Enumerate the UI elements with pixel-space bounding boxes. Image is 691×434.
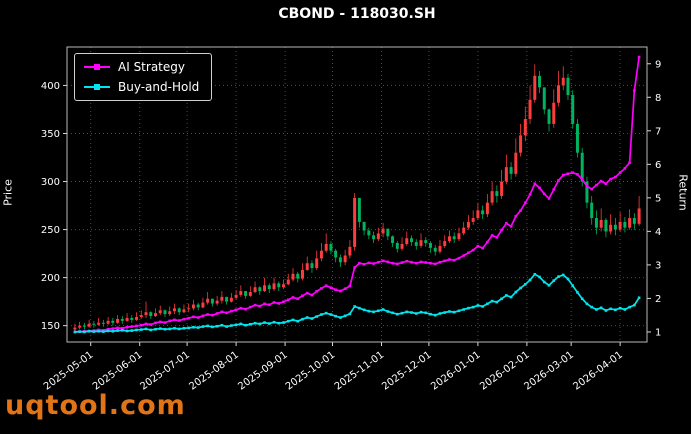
legend-label-ai-strategy: AI Strategy — [118, 60, 185, 74]
svg-text:400: 400 — [41, 81, 60, 92]
buy-and-hold-line — [73, 272, 641, 334]
svg-text:2025-05-01: 2025-05-01 — [42, 350, 95, 393]
svg-text:2026-03-01: 2026-03-01 — [522, 350, 575, 393]
chart-title: CBOND - 118030.SH — [278, 6, 436, 22]
legend-item-ai-strategy: AI Strategy — [84, 61, 199, 73]
svg-text:2025-11-01: 2025-11-01 — [333, 350, 386, 393]
svg-text:3: 3 — [655, 260, 661, 271]
svg-text:350: 350 — [41, 129, 60, 140]
svg-text:2: 2 — [655, 294, 661, 305]
y-axis-label-return: Return — [676, 174, 690, 211]
svg-text:9: 9 — [655, 59, 661, 70]
svg-text:300: 300 — [41, 177, 60, 188]
ai-strategy-line-swatch — [84, 63, 110, 71]
legend: AI Strategy Buy-and-Hold — [74, 53, 213, 101]
svg-text:2025-07-01: 2025-07-01 — [138, 350, 191, 393]
svg-text:2025-10-01: 2025-10-01 — [284, 350, 337, 393]
svg-text:150: 150 — [41, 321, 60, 332]
svg-text:2026-01-01: 2026-01-01 — [429, 350, 482, 393]
svg-text:8: 8 — [655, 93, 661, 104]
svg-text:250: 250 — [41, 225, 60, 236]
legend-label-buy-and-hold: Buy-and-Hold — [118, 80, 200, 94]
svg-text:1: 1 — [655, 327, 661, 338]
plot-area — [73, 55, 641, 334]
svg-text:2025-09-01: 2025-09-01 — [236, 350, 289, 393]
candlestick-series — [73, 64, 641, 332]
y-axis-label-price: Price — [1, 179, 15, 206]
svg-text:2025-08-01: 2025-08-01 — [187, 350, 240, 393]
svg-text:2026-04-01: 2026-04-01 — [571, 350, 624, 393]
svg-text:200: 200 — [41, 273, 60, 284]
svg-text:7: 7 — [655, 126, 661, 137]
svg-text:2025-06-01: 2025-06-01 — [91, 350, 144, 393]
svg-text:6: 6 — [655, 160, 661, 171]
ai-strategy-line — [73, 55, 641, 334]
svg-text:4: 4 — [655, 227, 661, 238]
watermark: uqtool.com — [5, 390, 186, 421]
svg-text:2025-12-01: 2025-12-01 — [380, 350, 433, 393]
legend-item-buy-and-hold: Buy-and-Hold — [84, 81, 199, 93]
buy-and-hold-line-swatch — [84, 83, 110, 91]
svg-text:5: 5 — [655, 193, 661, 204]
